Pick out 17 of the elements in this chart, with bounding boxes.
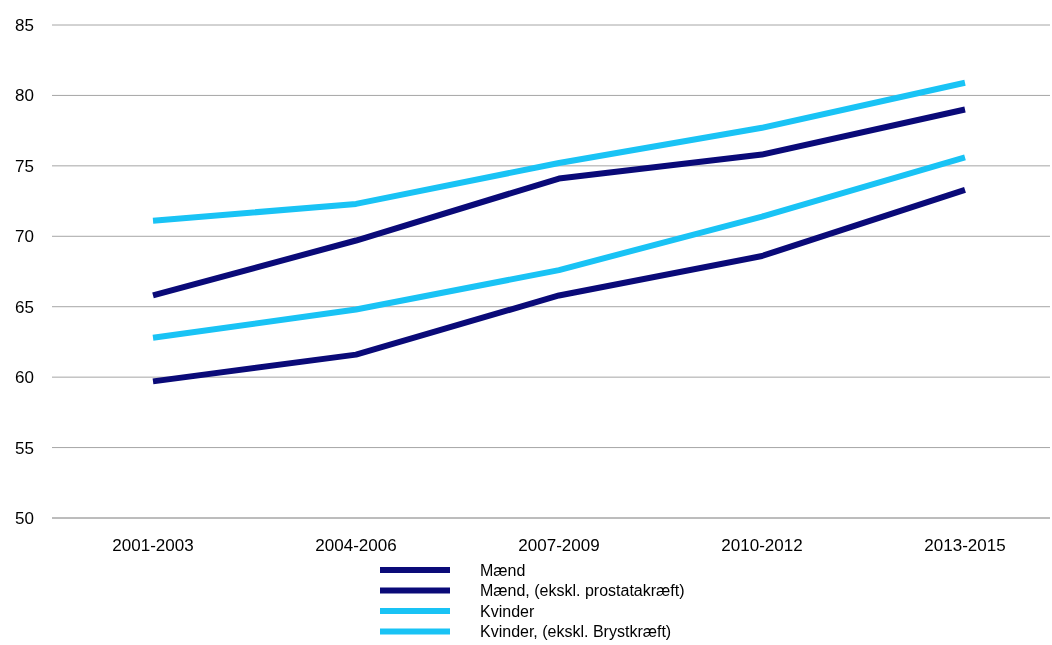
x-tick-label: 2013-2015 [924, 536, 1006, 555]
y-tick-label: 75 [15, 156, 34, 176]
y-tick-label: 50 [15, 508, 34, 528]
x-tick-label: 2007-2009 [518, 536, 600, 555]
legend-label: Mænd [480, 561, 526, 579]
legend-label: Kvinder [480, 602, 535, 620]
y-tick-label: 70 [15, 227, 34, 247]
y-tick-label: 65 [15, 297, 34, 317]
y-tick-label: 60 [15, 368, 34, 388]
y-tick-label: 55 [15, 438, 34, 458]
legend-label: Mænd, (ekskl. prostatakræft) [480, 582, 685, 600]
x-tick-label: 2010-2012 [721, 536, 803, 555]
x-tick-label: 2001-2003 [112, 536, 194, 555]
y-tick-label: 85 [15, 15, 34, 35]
legend-label: Kvinder, (ekskl. Brystkræft) [480, 623, 672, 641]
x-tick-label: 2004-2006 [315, 536, 397, 555]
y-tick-label: 80 [15, 86, 34, 106]
